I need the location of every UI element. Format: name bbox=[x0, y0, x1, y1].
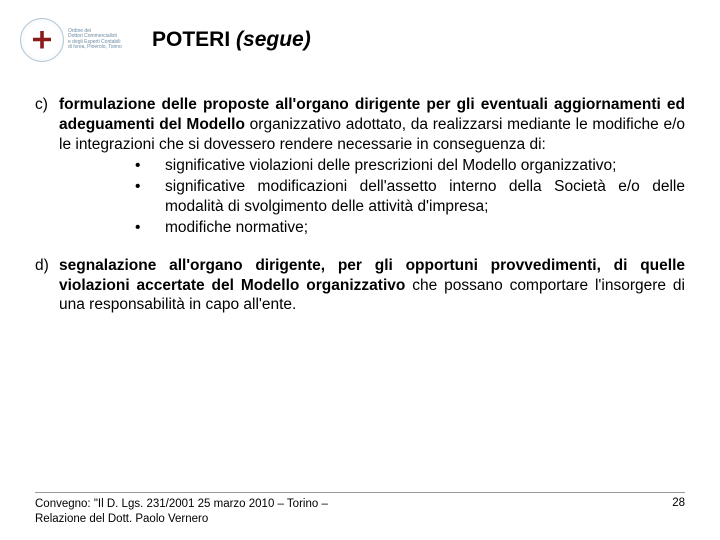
footer-caption: Convegno: "Il D. Lgs. 231/2001 25 marzo … bbox=[35, 497, 328, 526]
list-item: • modifiche normative; bbox=[135, 218, 685, 238]
bullet-text: significative violazioni delle prescrizi… bbox=[165, 156, 685, 176]
org-logo: Ordine dei Dottori Commercialisti e degl… bbox=[20, 12, 130, 67]
section-d-bold: segnalazione all'organo dirigente, per g… bbox=[59, 257, 685, 294]
footer-line1: Convegno: "Il D. Lgs. 231/2001 25 marzo … bbox=[35, 497, 328, 511]
title-italic: (segue) bbox=[236, 28, 311, 51]
bullet-text: significative modificazioni dell'assetto… bbox=[165, 177, 685, 217]
slide-footer: Convegno: "Il D. Lgs. 231/2001 25 marzo … bbox=[35, 492, 685, 526]
bullet-text: modifiche normative; bbox=[165, 218, 685, 238]
list-item: • significative violazioni delle prescri… bbox=[135, 156, 685, 176]
section-d-marker: d) bbox=[35, 256, 59, 276]
slide-body: c) formulazione delle proposte all'organ… bbox=[0, 79, 720, 315]
footer-line2: Relazione del Dott. Paolo Vernero bbox=[35, 512, 328, 526]
bullet-icon: • bbox=[135, 177, 165, 217]
section-d-body: segnalazione all'organo dirigente, per g… bbox=[59, 256, 685, 315]
section-c-marker: c) bbox=[35, 95, 59, 115]
section-c-text: c) formulazione delle proposte all'organ… bbox=[35, 95, 685, 154]
bullet-icon: • bbox=[135, 156, 165, 176]
section-c: c) formulazione delle proposte all'organ… bbox=[35, 95, 685, 238]
page-number: 28 bbox=[672, 497, 685, 526]
list-item: • significative modificazioni dell'asset… bbox=[135, 177, 685, 217]
slide-header: Ordine dei Dottori Commercialisti e degl… bbox=[0, 0, 720, 79]
section-d: d) segnalazione all'organo dirigente, pe… bbox=[35, 256, 685, 315]
bullet-icon: • bbox=[135, 218, 165, 238]
title-plain: POTERI bbox=[152, 28, 236, 51]
logo-symbol bbox=[33, 31, 51, 49]
section-c-bold: formulazione delle proposte all'organo d… bbox=[59, 96, 685, 133]
logo-circle bbox=[20, 18, 64, 62]
logo-line4: di Ivrea, Pinerolo, Torino bbox=[68, 45, 122, 51]
section-c-body: formulazione delle proposte all'organo d… bbox=[59, 95, 685, 154]
section-d-text: d) segnalazione all'organo dirigente, pe… bbox=[35, 256, 685, 315]
section-c-bullets: • significative violazioni delle prescri… bbox=[35, 156, 685, 237]
slide-title: POTERI (segue) bbox=[152, 28, 311, 52]
logo-caption: Ordine dei Dottori Commercialisti e degl… bbox=[68, 29, 122, 51]
